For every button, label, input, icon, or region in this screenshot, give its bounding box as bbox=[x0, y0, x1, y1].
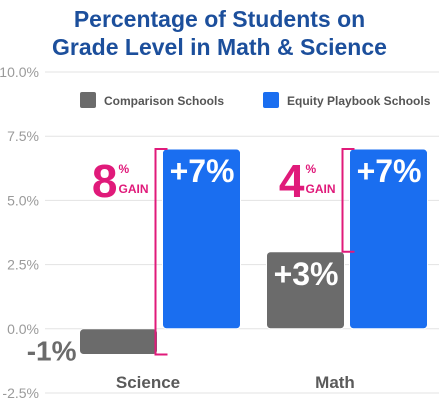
y-tick-label: 7.5% bbox=[7, 128, 39, 144]
bar-value-label: -1% bbox=[27, 335, 77, 366]
legend-swatch-1 bbox=[80, 92, 96, 108]
gain-word: GAIN bbox=[119, 182, 149, 196]
gain-percent: % bbox=[119, 162, 130, 176]
bar-math-comparison bbox=[266, 251, 345, 330]
bar-value-label: +7% bbox=[357, 153, 422, 189]
bar-value-label: +7% bbox=[170, 153, 235, 189]
bar-value-label: +3% bbox=[274, 256, 339, 292]
legend-label-1: Comparison Schools bbox=[104, 94, 224, 108]
bar-science-equity bbox=[162, 148, 241, 330]
category-label-math: Math bbox=[315, 373, 355, 392]
legend-label-2: Equity Playbook Schools bbox=[287, 94, 431, 108]
y-tick-label: 5.0% bbox=[7, 192, 39, 208]
bar-science-comparison bbox=[79, 328, 158, 355]
legend: Comparison Schools Equity Playbook School… bbox=[80, 92, 431, 108]
legend-swatch-2 bbox=[263, 92, 279, 108]
bars: -1% +7% +3% +7% bbox=[27, 148, 428, 366]
title-line-1: Percentage of Students on bbox=[74, 6, 365, 32]
gain-word: GAIN bbox=[306, 182, 336, 196]
y-tick-label: 10.0% bbox=[0, 64, 39, 80]
gain-number: 4 bbox=[279, 155, 305, 207]
gain-annotations: 8 %GAIN 4 %GAIN bbox=[92, 148, 355, 356]
gain-number: 8 bbox=[92, 155, 118, 207]
y-tick-label: -2.5% bbox=[2, 385, 39, 400]
y-tick-label: 2.5% bbox=[7, 257, 39, 273]
x-axis-categories: Science Math bbox=[116, 373, 355, 392]
bar-math-equity bbox=[349, 148, 428, 330]
category-label-science: Science bbox=[116, 373, 180, 392]
gain-percent: % bbox=[306, 162, 317, 176]
title-line-2: Grade Level in Math & Science bbox=[52, 34, 387, 60]
gain-bracket-math bbox=[341, 148, 355, 253]
gain-bracket-science bbox=[154, 148, 168, 356]
y-axis-ticks: -2.5% 0.0% 2.5% 5.0% 7.5% 10.0% bbox=[0, 64, 39, 400]
y-tick-label: 0.0% bbox=[7, 321, 39, 337]
